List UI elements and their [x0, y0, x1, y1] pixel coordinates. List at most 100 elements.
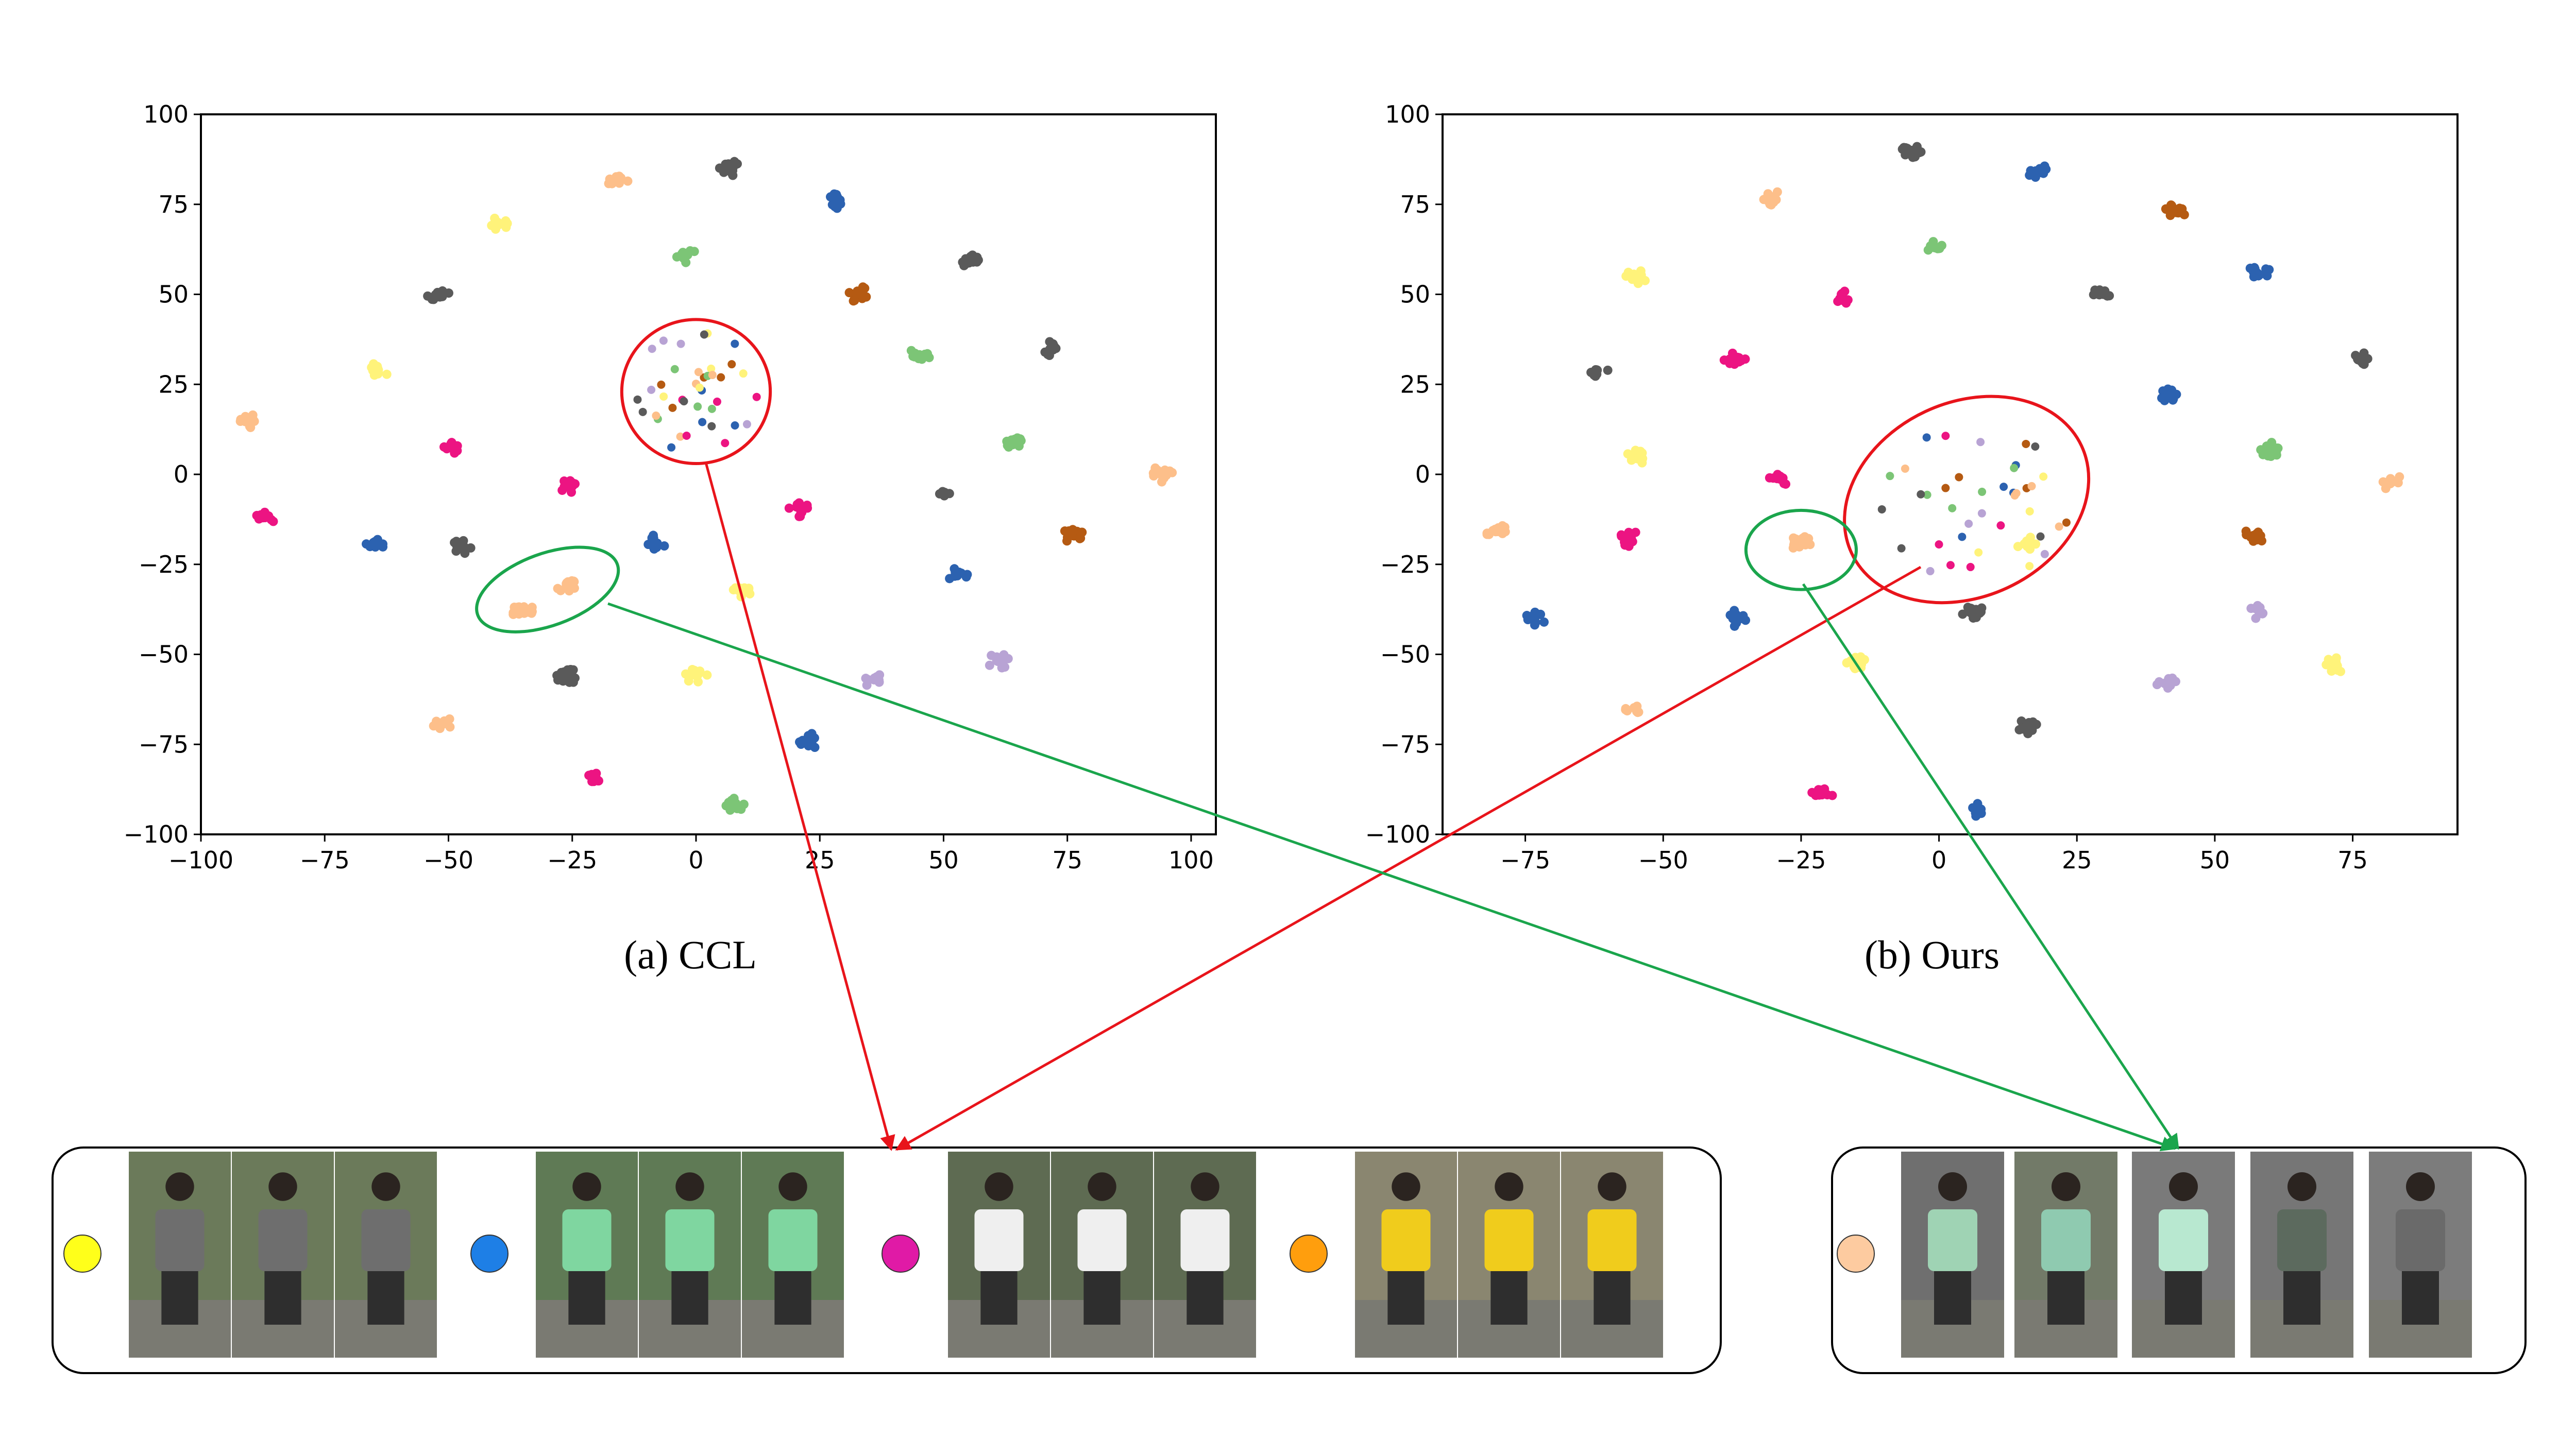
- red-annotation-ellipse: [620, 318, 772, 466]
- scatter-point: [1165, 466, 1175, 476]
- cluster: [2152, 673, 2180, 693]
- scatter-point: [2267, 438, 2277, 448]
- scatter-point: [431, 716, 441, 726]
- scatter-point: [682, 431, 691, 440]
- scatter-point: [727, 360, 736, 369]
- cluster: [672, 246, 699, 267]
- person-shirt: [155, 1209, 205, 1271]
- scatter-point: [2328, 664, 2338, 674]
- scatter-point: [648, 345, 656, 353]
- cluster: [2013, 533, 2041, 554]
- cluster: [2351, 348, 2372, 369]
- cluster: [1968, 799, 1986, 821]
- scatter-point: [638, 407, 647, 416]
- cluster: [2014, 716, 2041, 739]
- scatter-point: [1901, 464, 1909, 473]
- cluster: [1148, 463, 1177, 487]
- green-arrow-ours: [1802, 583, 2180, 1150]
- person-shirt: [768, 1209, 818, 1271]
- person-shirt: [2396, 1209, 2445, 1271]
- person-shirt: [665, 1209, 715, 1271]
- red-arrow-ours: [895, 566, 1922, 1151]
- scatter-point: [1966, 562, 1975, 571]
- scatter-point: [1910, 152, 1920, 162]
- scatter-points-b: [1482, 142, 2404, 821]
- green-annotation-ellipse: [475, 545, 620, 634]
- scatter-point: [442, 444, 452, 454]
- person-crop: [1901, 1152, 2004, 1358]
- scatter-point: [1946, 561, 1955, 570]
- scatter-point: [1917, 490, 1925, 499]
- x-tick-label: −75: [1500, 846, 1550, 874]
- scatter-point: [2062, 518, 2071, 527]
- person-shirt: [258, 1209, 308, 1271]
- scatter-point: [1941, 484, 1950, 492]
- person-head: [2287, 1172, 2316, 1201]
- scatter-point: [2251, 613, 2261, 623]
- person-shirt: [1381, 1209, 1431, 1271]
- cluster: [2378, 472, 2404, 493]
- cluster: [2089, 285, 2114, 301]
- cluster: [1725, 606, 1751, 631]
- cluster: [985, 650, 1013, 673]
- cluster: [826, 189, 845, 213]
- scatter-point: [1728, 614, 1738, 624]
- y-tick-label: −75: [1380, 730, 1430, 758]
- scatter-point: [1523, 615, 1533, 625]
- scatter-point: [502, 218, 512, 228]
- x-tick-label: −75: [300, 846, 350, 874]
- scatter-point: [700, 330, 708, 339]
- scatter-point: [1636, 452, 1646, 462]
- scatter-point: [678, 248, 688, 258]
- scatter-point: [2249, 263, 2259, 272]
- cluster: [1897, 142, 1926, 162]
- identity-group-yellow: [63, 1152, 437, 1358]
- cluster: [252, 507, 278, 526]
- cluster: [861, 670, 885, 690]
- scatter-point: [2040, 161, 2049, 171]
- cluster: [604, 172, 633, 189]
- person-crop: [335, 1152, 437, 1358]
- cluster: [423, 286, 453, 304]
- scatter-point: [1530, 612, 1540, 622]
- scatter-point: [830, 202, 840, 212]
- scatter-point: [2040, 550, 2049, 558]
- scatter-point: [862, 680, 872, 690]
- scatter-point: [2031, 539, 2041, 549]
- scatter-point: [1897, 544, 1906, 553]
- scatter-point: [680, 397, 688, 406]
- cluster: [1807, 784, 1837, 800]
- scatter-point: [731, 339, 739, 348]
- x-tick-label: 75: [2337, 846, 2368, 874]
- person-head: [1191, 1172, 1219, 1201]
- scatter-point: [2022, 439, 2030, 448]
- scatter-point: [1901, 143, 1910, 153]
- cluster: [1616, 527, 1640, 551]
- scatter-point: [670, 365, 679, 373]
- cluster: [958, 250, 983, 270]
- person-legs: [980, 1271, 1018, 1325]
- axis-ticks-b: −75 −50 −25 0 25 50 75 100 75 50 25 0 −25 −50 −75 −100: [1365, 100, 2368, 874]
- scatter-point: [1974, 548, 1983, 557]
- scatter-point: [2152, 680, 2162, 690]
- person-shirt: [974, 1209, 1024, 1271]
- scatter-point: [1827, 791, 1837, 800]
- x-tick-label: 75: [1052, 846, 1082, 874]
- person-head: [165, 1172, 194, 1201]
- person-head: [2052, 1172, 2080, 1201]
- cluster: [844, 282, 871, 306]
- person-crop: [1355, 1152, 1457, 1358]
- cluster: [362, 535, 388, 552]
- caption-a: (a) CCL: [624, 932, 757, 977]
- person-head: [1598, 1172, 1626, 1201]
- scatter-point: [731, 798, 740, 808]
- scatter-point: [739, 799, 749, 809]
- x-tick-label: −50: [1638, 846, 1688, 874]
- scatter-point: [1730, 606, 1739, 615]
- peach-identity-dot: [1837, 1235, 1875, 1273]
- y-tick-label: −25: [139, 551, 189, 578]
- cluster: [1522, 607, 1549, 630]
- scatter-point: [1977, 509, 1986, 518]
- person-head: [2169, 1172, 2198, 1201]
- scatter-point: [694, 368, 703, 376]
